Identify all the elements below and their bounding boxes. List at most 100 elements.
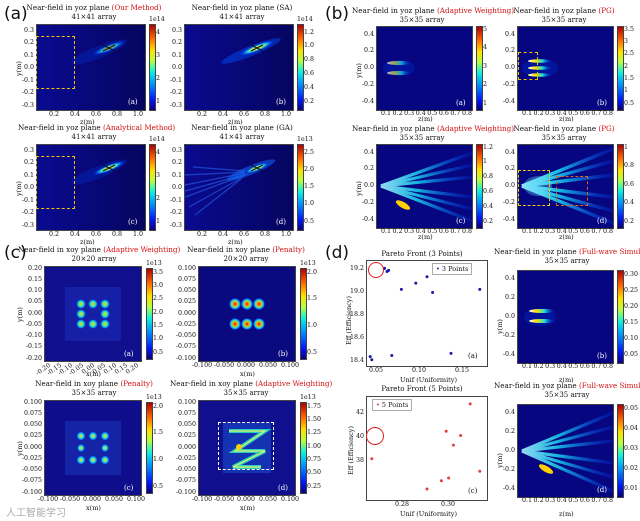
heatmap-image <box>185 25 293 110</box>
x-tick: 0.6 <box>438 110 449 117</box>
heatmap-a-our-method <box>36 24 146 111</box>
panel-label-a: (a) <box>4 4 28 24</box>
x-tick: 0.7 <box>591 110 602 117</box>
x-axis-label: x(m) <box>86 370 101 378</box>
title-line1: Near-field in yoz plane <box>494 247 577 256</box>
scatter-point <box>444 429 448 433</box>
x-tick: 0.2 <box>533 363 544 370</box>
x-axis-label: z(m) <box>80 238 95 246</box>
title-line2: 41×41 array <box>71 133 117 141</box>
colorbar-exponent: 1e14 <box>149 136 165 143</box>
colorbar-tick: 1.5 <box>624 74 635 82</box>
subplot-a-sa: Near-field in yoz plane (SA) 41×41 array <box>166 2 318 122</box>
heatmap-c-adaptive-20 <box>44 266 142 362</box>
x-tick: 0.3 <box>545 363 556 370</box>
y-axis-label: y(m) <box>16 441 24 456</box>
colorbar <box>149 144 156 231</box>
scatter-point <box>449 351 453 355</box>
heatmap-image <box>199 267 295 361</box>
title-line2: 35×35 array <box>223 389 269 397</box>
y-tick: 0.4 <box>504 148 515 156</box>
y-tick: -0.075 <box>175 477 196 485</box>
y-tick: 0.1 <box>171 171 182 179</box>
x-tick: 0.3 <box>545 110 556 117</box>
scatter-point <box>390 354 394 357</box>
heatmap-image <box>518 405 613 497</box>
legend-marker: • <box>376 401 380 409</box>
y-tick: 40 <box>355 432 364 440</box>
colorbar-tick: 0.15 <box>624 318 639 326</box>
colorbar-tick: 3 <box>483 62 488 70</box>
subplot-letter: (a) <box>468 352 478 360</box>
pareto5-scatter <box>370 402 482 491</box>
y-tick: 0.0 <box>363 64 374 71</box>
scatter-point <box>431 291 435 294</box>
y-tick: 0.000 <box>177 443 196 451</box>
x-tick: 0.8 <box>111 111 123 118</box>
x-tick: 0.1 <box>521 363 533 370</box>
title-line1: Near-field in yoz plane <box>26 3 110 12</box>
x-axis-label: Unif (Uniformity) <box>400 376 457 384</box>
y-tick: 0.2 <box>171 39 182 46</box>
colorbar-tick: 3 <box>624 37 629 45</box>
x-tick: 0.2 <box>392 110 403 117</box>
y-tick: -0.10 <box>25 332 42 339</box>
x-axis-label: z(m) <box>559 376 574 384</box>
scatter-point <box>370 358 374 362</box>
colorbar-tick: 0.04 <box>624 424 639 432</box>
x-tick: 0.2 <box>196 111 208 118</box>
y-tick: -0.075 <box>21 477 42 485</box>
colorbar-tick: 0.6 <box>304 69 315 77</box>
x-tick: 0.8 <box>259 111 271 118</box>
heatmap-image <box>45 267 141 361</box>
x-tick: 0.8 <box>461 110 473 117</box>
title-line2: 20×20 array <box>223 255 269 263</box>
y-tick: -0.050 <box>175 332 196 339</box>
colorbar-tick: 1 <box>483 99 488 107</box>
pareto3-legend: • 3 Points <box>432 263 473 275</box>
title-line1: Near-field in yoz plane <box>191 123 274 132</box>
subplot-b-pg-2: Near-field in yoz plane (PG) 35×35 array <box>494 120 634 240</box>
y-tick: 0.0 <box>504 312 515 320</box>
x-tick: 0.8 <box>111 231 123 238</box>
heatmap-image <box>518 145 613 228</box>
title-method: (SA) <box>276 3 293 12</box>
colorbar-tick: 0.8 <box>624 162 635 169</box>
x-axis-label: x(m) <box>240 370 255 378</box>
title-method: (Our Method) <box>111 3 162 12</box>
colorbar <box>476 144 483 229</box>
subplot-letter: (c) <box>456 217 466 225</box>
y-tick: -0.15 <box>25 343 42 351</box>
y-tick: -0.3 <box>21 101 34 109</box>
title-line1: Near-field in yoz plane <box>18 123 101 132</box>
x-tick: 0.6 <box>90 111 102 118</box>
y-tick: 0.1 <box>23 51 34 59</box>
x-tick: 0.3 <box>404 110 415 117</box>
colorbar-tick: 1.0 <box>307 321 318 329</box>
y-tick: -0.4 <box>502 215 515 223</box>
subplot-d-fullwave-2: Near-field in yoz plane (Full-wave Simul… <box>494 382 640 512</box>
x-tick: 0.8 <box>461 228 473 235</box>
y-tick: 0.2 <box>363 47 374 55</box>
scatter-point <box>451 443 455 447</box>
y-tick: 0.075 <box>177 275 196 283</box>
y-tick: -0.1 <box>169 76 182 84</box>
colorbar-tick: 0.5 <box>307 348 318 356</box>
y-tick: 0.0 <box>363 182 374 189</box>
scatter-point <box>399 287 403 291</box>
subplot-b-adaptive-1: Near-field in yoz plane (Adaptive Weight… <box>352 2 514 122</box>
y-axis-label: y(m) <box>15 61 23 76</box>
title-line1: Near-field in yoz plane <box>513 6 597 15</box>
colorbar-tick: 0.05 <box>624 404 639 412</box>
heatmap-image <box>518 271 613 363</box>
title-line2: 35×35 array <box>71 389 117 397</box>
subplot-letter: (d) <box>597 486 607 494</box>
x-tick: 0.8 <box>259 231 271 238</box>
colorbar-tick: 0.4 <box>304 83 315 91</box>
colorbar-tick: 1.5 <box>307 295 318 303</box>
title-method: (PG) <box>598 124 615 133</box>
x-tick: 0.6 <box>238 111 250 118</box>
heatmap-b-adaptive-2 <box>376 144 473 229</box>
subplot-letter: (d) <box>597 217 607 225</box>
colorbar-tick: 2.5 <box>304 148 315 156</box>
